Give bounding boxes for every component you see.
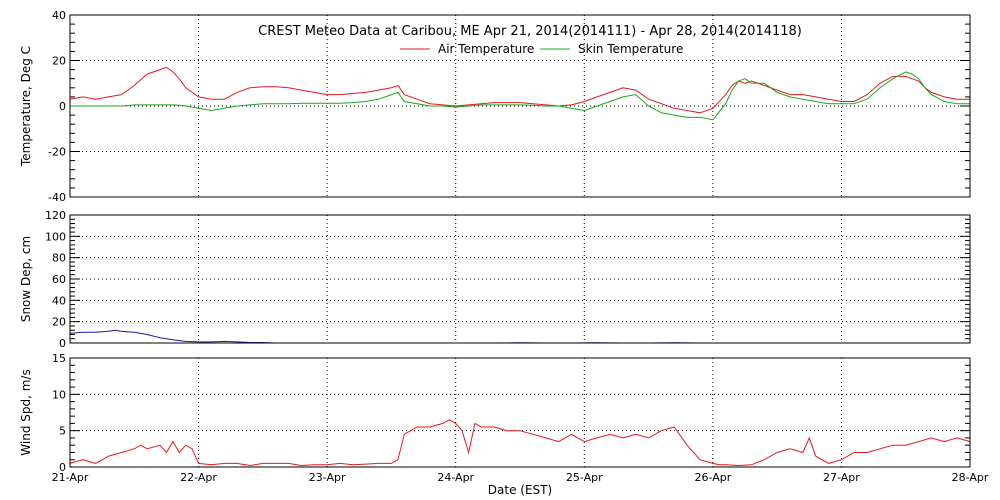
x-axis-title: Date (EST)	[488, 483, 552, 497]
snow-depth-y-tick-label: 100	[45, 230, 66, 243]
legend-label-air-temperature: Air Temperature	[438, 42, 534, 56]
temperature-y-tick-label: 0	[59, 100, 66, 113]
skin-temperature-line	[70, 71, 970, 121]
legend: Air Temperature Skin Temperature	[400, 42, 683, 56]
wind-speed-panel: 0 5 10 15 Wind Spd, m/s	[19, 352, 971, 474]
wind-speed-y-tick-label: 10	[52, 388, 66, 401]
wind-speed-y-tick-label: 0	[59, 461, 66, 474]
temperature-y-axis-title: Temperature, Deg C	[19, 46, 33, 167]
x-tick-label: 24-Apr	[437, 471, 474, 484]
wind-speed-frame	[69, 357, 971, 468]
snow-depth-y-axis-title: Snow Dep, cm	[19, 236, 33, 322]
snow-depth-y-tick-label: 20	[52, 316, 66, 329]
temperature-y-tick-label: 40	[52, 9, 66, 22]
snow-depth-y-tick-label: 0	[59, 337, 66, 350]
temperature-y-tick-label: -40	[48, 191, 66, 204]
wind-speed-y-tick-label: 5	[59, 425, 66, 438]
snow-depth-series-0-line	[69, 329, 289, 344]
snow-depth-y-tick-label: 60	[52, 273, 66, 286]
snow-depth-y-tick-label: 40	[52, 294, 66, 307]
x-tick-label: 23-Apr	[309, 471, 346, 484]
air-temperature-line	[69, 66, 970, 114]
x-axis: 21-Apr 22-Apr 23-Apr 24-Apr 25-Apr 26-Apr 27-A…	[52, 471, 989, 484]
snow-depth-frame	[69, 214, 971, 344]
x-tick-label: 26-Apr	[694, 471, 731, 484]
chart-title: CREST Meteo Data at Caribou, ME Apr 21, …	[258, 24, 802, 39]
snow-depth-panel: 0 20 40 60 80 100 120 Snow Dep, cm	[19, 209, 971, 350]
x-tick-label: 22-Apr	[180, 471, 217, 484]
wind-speed-series-0-line	[69, 419, 971, 467]
temperature-panel: -40 -20 0 20 40 Temperature, Deg C	[19, 9, 971, 204]
temperature-y-tick-label: -20	[48, 146, 66, 159]
temperature-y-tick-label: 20	[52, 55, 66, 68]
x-tick-label: 28-Apr	[952, 471, 989, 484]
wind-speed-y-tick-label: 15	[52, 352, 66, 365]
x-tick-label: 25-Apr	[566, 471, 603, 484]
x-tick-label: 27-Apr	[823, 471, 860, 484]
panels: -40 -20 0 20 40 Temperature, Deg C 0 20 40 60 80 10…	[19, 9, 971, 474]
temperature-frame	[69, 14, 971, 198]
snow-depth-y-tick-label: 80	[52, 252, 66, 265]
x-tick-label: 21-Apr	[52, 471, 89, 484]
legend-label-skin-temperature: Skin Temperature	[578, 42, 683, 56]
snow-depth-y-tick-label: 120	[45, 209, 66, 222]
wind-speed-y-axis-title: Wind Spd, m/s	[19, 369, 33, 455]
